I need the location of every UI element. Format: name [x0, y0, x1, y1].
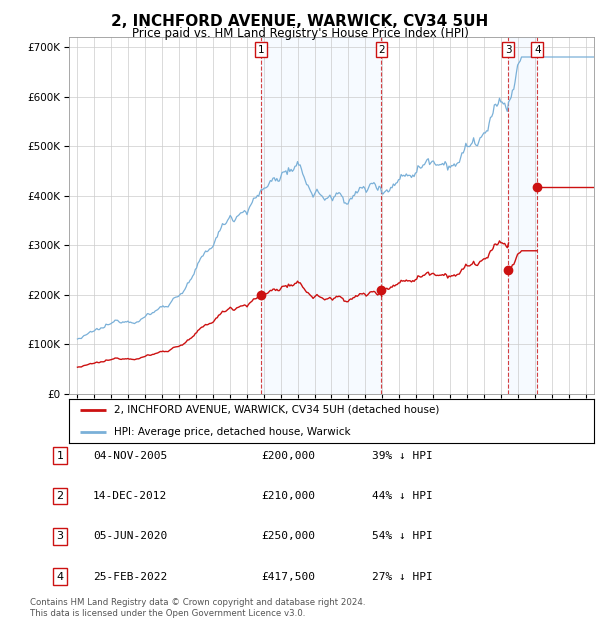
Text: 14-DEC-2012: 14-DEC-2012	[93, 491, 167, 501]
Text: 04-NOV-2005: 04-NOV-2005	[93, 451, 167, 461]
Text: 2, INCHFORD AVENUE, WARWICK, CV34 5UH: 2, INCHFORD AVENUE, WARWICK, CV34 5UH	[112, 14, 488, 29]
Text: 39% ↓ HPI: 39% ↓ HPI	[372, 451, 433, 461]
Text: £210,000: £210,000	[261, 491, 315, 501]
Text: 2: 2	[56, 491, 64, 501]
Text: 4: 4	[534, 45, 541, 55]
Text: Contains HM Land Registry data © Crown copyright and database right 2024.
This d: Contains HM Land Registry data © Crown c…	[30, 598, 365, 618]
Text: 4: 4	[56, 572, 64, 582]
Bar	[261, 37, 382, 394]
Text: 1: 1	[56, 451, 64, 461]
Text: 2: 2	[378, 45, 385, 55]
Text: £417,500: £417,500	[261, 572, 315, 582]
Text: HPI: Average price, detached house, Warwick: HPI: Average price, detached house, Warw…	[113, 427, 350, 437]
Text: 25-FEB-2022: 25-FEB-2022	[93, 572, 167, 582]
Text: 54% ↓ HPI: 54% ↓ HPI	[372, 531, 433, 541]
Text: £250,000: £250,000	[261, 531, 315, 541]
Text: 05-JUN-2020: 05-JUN-2020	[93, 531, 167, 541]
Text: 2, INCHFORD AVENUE, WARWICK, CV34 5UH (detached house): 2, INCHFORD AVENUE, WARWICK, CV34 5UH (d…	[113, 405, 439, 415]
Text: 3: 3	[56, 531, 64, 541]
Text: 1: 1	[258, 45, 265, 55]
Text: 3: 3	[505, 45, 511, 55]
Text: 27% ↓ HPI: 27% ↓ HPI	[372, 572, 433, 582]
Bar	[508, 37, 537, 394]
Text: 44% ↓ HPI: 44% ↓ HPI	[372, 491, 433, 501]
Text: Price paid vs. HM Land Registry's House Price Index (HPI): Price paid vs. HM Land Registry's House …	[131, 27, 469, 40]
Text: £200,000: £200,000	[261, 451, 315, 461]
